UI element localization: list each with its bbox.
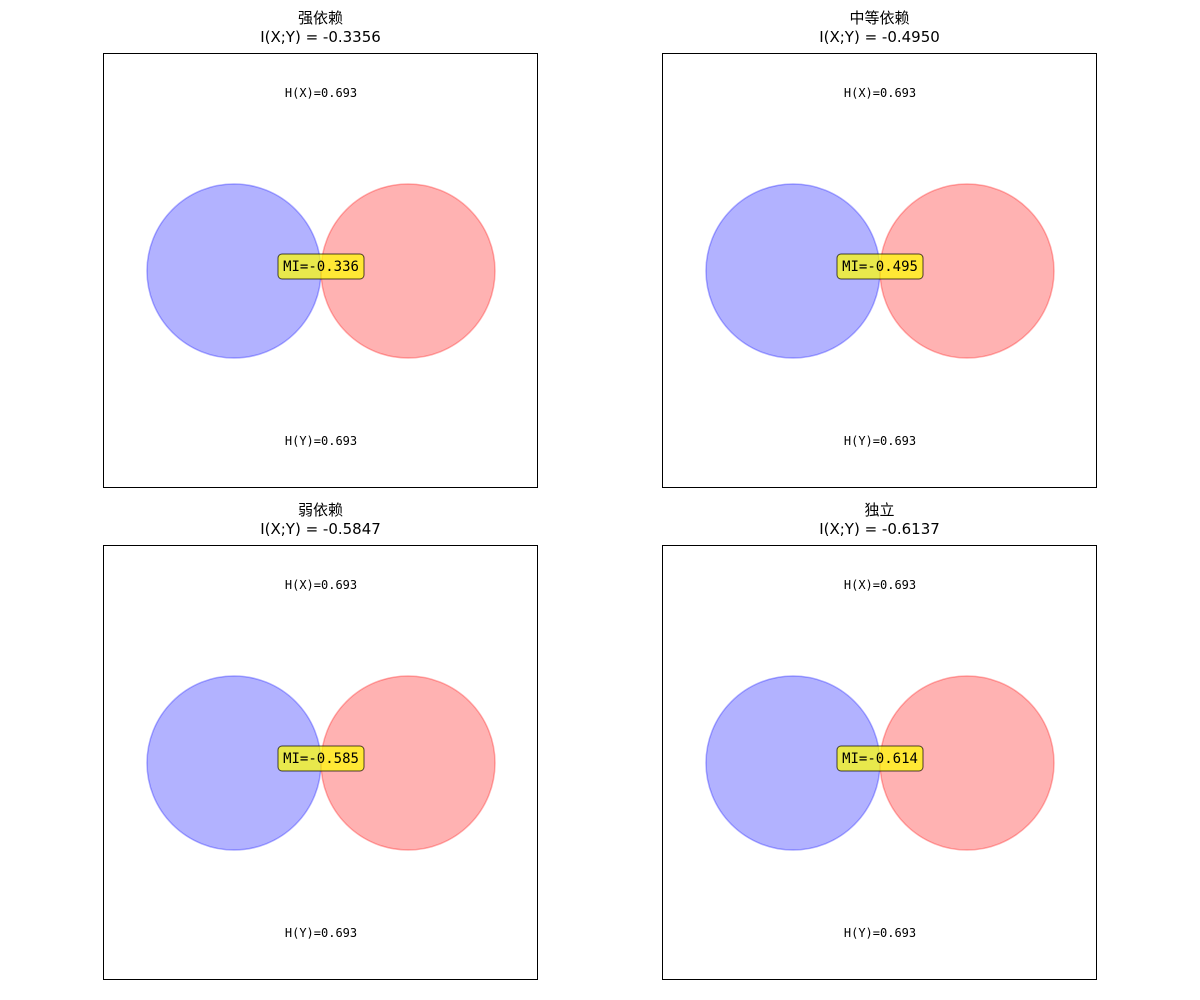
mi-label: MI=-0.585 bbox=[283, 751, 359, 767]
panel-title: 中等依赖 bbox=[849, 9, 910, 27]
hx-label: H(X)=0.693 bbox=[844, 578, 916, 592]
panel-subtitle: I(X;Y) = -0.5847 bbox=[260, 520, 381, 538]
panel-subtitle: I(X;Y) = -0.4950 bbox=[819, 28, 940, 46]
panel-title: 强依赖 bbox=[297, 9, 343, 27]
hy-label: H(Y)=0.693 bbox=[844, 434, 916, 448]
venn-svg: H(X)=0.693 H(Y)=0.693 MI=-0.336 bbox=[146, 86, 496, 448]
hy-label: H(Y)=0.693 bbox=[844, 926, 916, 940]
mi-box bbox=[836, 253, 924, 280]
venn-svg: H(X)=0.693 H(Y)=0.693 MI=-0.495 bbox=[705, 86, 1055, 448]
hy-label: H(Y)=0.693 bbox=[285, 926, 357, 940]
mi-box bbox=[277, 253, 365, 280]
venn-svg: H(X)=0.693 H(Y)=0.693 MI=-0.585 bbox=[146, 578, 496, 940]
hx-label: H(X)=0.693 bbox=[285, 86, 357, 100]
mi-label: MI=-0.614 bbox=[842, 751, 918, 767]
panel-title: 弱依赖 bbox=[297, 501, 343, 519]
mi-box bbox=[836, 745, 924, 772]
mi-label: MI=-0.336 bbox=[283, 259, 359, 275]
hx-label: H(X)=0.693 bbox=[285, 578, 357, 592]
panel-title: 独立 bbox=[864, 501, 895, 519]
venn-svg: H(X)=0.693 H(Y)=0.693 MI=-0.614 bbox=[705, 578, 1055, 940]
mi-box bbox=[277, 745, 365, 772]
panel-subtitle: I(X;Y) = -0.3356 bbox=[260, 28, 381, 46]
venn-axes: H(X)=0.693 H(Y)=0.693 MI=-0.336 bbox=[103, 53, 538, 488]
venn-axes: H(X)=0.693 H(Y)=0.693 MI=-0.614 bbox=[662, 545, 1097, 980]
venn-axes: H(X)=0.693 H(Y)=0.693 MI=-0.585 bbox=[103, 545, 538, 980]
hx-label: H(X)=0.693 bbox=[844, 86, 916, 100]
venn-axes: H(X)=0.693 H(Y)=0.693 MI=-0.495 bbox=[662, 53, 1097, 488]
panel-subtitle: I(X;Y) = -0.6137 bbox=[819, 520, 940, 538]
hy-label: H(Y)=0.693 bbox=[285, 434, 357, 448]
mi-label: MI=-0.495 bbox=[842, 259, 918, 275]
